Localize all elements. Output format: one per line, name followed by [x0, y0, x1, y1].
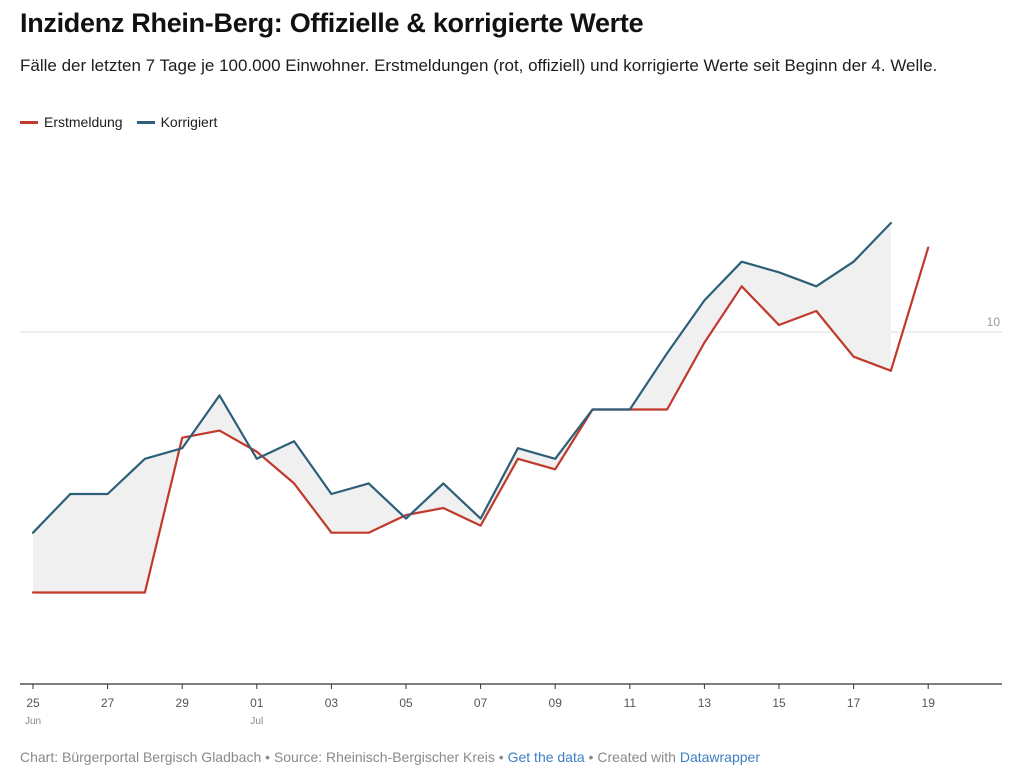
x-tick-label: 11: [624, 696, 637, 710]
x-tick-label: 01: [250, 696, 264, 710]
footer-created-with: Created with: [597, 749, 676, 765]
datawrapper-link[interactable]: Datawrapper: [679, 749, 760, 765]
series-line-erstmeldung: [31, 246, 930, 594]
x-tick-label: 25: [26, 696, 40, 710]
legend-swatch-korrigiert: [136, 120, 155, 124]
footer-source: Source: Rheinisch-Bergischer Kreis: [273, 749, 495, 765]
footer-separator: •: [261, 749, 274, 765]
x-tick-label: 19: [922, 696, 936, 710]
area-between-series: [33, 223, 891, 593]
chart-subtitle: Fälle der letzten 7 Tage je 100.000 Einw…: [20, 56, 938, 75]
footer-credit: Chart: Bürgerportal Bergisch Gladbach: [20, 749, 262, 765]
get-the-data-link[interactable]: Get the data: [507, 749, 585, 765]
footer-separator: •: [494, 749, 508, 765]
x-tick-label: 09: [549, 696, 563, 710]
x-tick-label: 29: [176, 696, 190, 710]
x-tick-label: 03: [325, 696, 339, 710]
x-tick-label: 15: [772, 696, 786, 710]
chart-footer: Chart: Bürgerportal Bergisch Gladbach • …: [20, 749, 760, 765]
series-line-korrigiert: [31, 221, 892, 534]
x-tick-sublabel: Jul: [250, 716, 263, 727]
legend-label-korrigiert: Korrigiert: [160, 114, 218, 130]
legend-item-korrigiert: Korrigiert: [136, 114, 218, 130]
x-tick-label: 17: [847, 696, 861, 710]
legend-swatch-erstmeldung: [20, 120, 38, 124]
chart-legend: Erstmeldung Korrigiert: [20, 114, 217, 130]
footer-separator: •: [584, 749, 598, 765]
legend-label-erstmeldung: Erstmeldung: [44, 114, 123, 130]
x-tick-label: 13: [698, 696, 712, 710]
x-tick-sublabel: Jun: [25, 716, 41, 727]
legend-item-erstmeldung: Erstmeldung: [20, 114, 123, 130]
x-tick-label: 05: [399, 696, 413, 710]
chart-title: Inzidenz Rhein-Berg: Offizielle & korrig…: [20, 8, 644, 38]
y-tick-label: 10: [987, 315, 1001, 329]
x-tick-label: 07: [474, 696, 488, 710]
x-tick-label: 27: [101, 696, 115, 710]
